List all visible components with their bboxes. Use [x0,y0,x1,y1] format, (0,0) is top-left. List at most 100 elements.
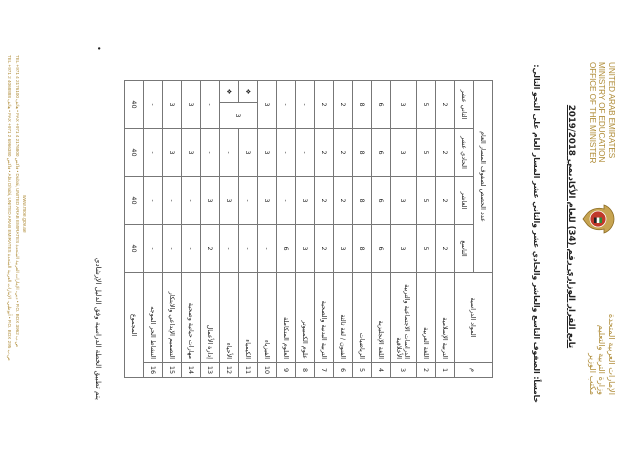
periods-cell: 6 [276,224,296,273]
periods-cell: - [162,224,182,273]
elective-mark: ❖ [219,80,239,103]
periods-cell: - [200,128,220,177]
grade-header: التاسع [454,224,474,273]
periods-cell: 2 [435,128,455,177]
row-number: 13 [200,362,220,378]
periods-cell: 2 [200,224,220,273]
periods-cell: 2 [333,176,353,225]
table-row: 15 التصميم الإبداعي والابتكار - -3 3 [162,80,182,378]
periods-cell: 2 [435,224,455,273]
periods-cell: 3 [257,176,277,225]
table-row: 6 الفنون / لغة ثالثة 3 2 2 2 [333,80,353,378]
row-number: 16 [143,362,163,378]
total-row: المجموع 40 40 40 40 [124,80,144,378]
periods-cell: 3 [257,80,277,129]
footer-line-dubai: TEL +971 4 2176100 هاتف • FAX +971 4 217… [15,55,20,348]
grade-header: الحادي عشر [454,128,474,177]
periods-cell: 3 [390,176,417,225]
website-link[interactable]: www.moe.gov.ae [21,195,27,233]
periods-cell: 3 [333,224,353,273]
row-number: 4 [371,362,391,378]
periods-cell: 2 [333,80,353,129]
subject-name: التربية الإسلامية [435,272,455,363]
periods-cell: 3 [390,128,417,177]
periods-cell: 2 [314,80,334,129]
periods-cell: 2 [333,128,353,177]
bullet-icon: • [94,46,103,51]
table-row: 7 التربية البدنية والصحية 2 2 2 2 [314,80,334,378]
note-text: يتم تطبيق الخطة الدراسية وفق الدليل الإر… [94,257,103,400]
periods-cell: 2 [314,128,334,177]
header-ar-line: وزارة التربية والتعليم [597,324,608,395]
table-row: 10 الفيزياء -3 3 3 [257,80,277,378]
periods-cell: - [219,224,239,273]
periods-cell: 5 [416,224,436,273]
subject-name: الرياضيات [352,272,372,363]
periods-cell: 3 [390,80,417,129]
table-row: 11 الكيمياء - -3 3 ❖ [219,80,258,378]
periods-cell: 3 [162,80,182,129]
periods-cell: 8 [352,80,372,129]
subject-name: علوم الكمبيوتر [295,272,315,363]
col-subject-header: المواد الدراسية [454,272,493,363]
table-row: 5 الرياضيات 8 8 8 8 [352,80,372,378]
subject-name: إدارة الأعمال [200,272,220,363]
table-row: 16 النشاط الحر الموجه - - - - [143,80,163,378]
intro-text: خامساً: الصفوف التاسع والعاشر والحادي عش… [532,64,541,403]
header-english: UNITED ARAB EMIRATES MINISTRY OF EDUCATI… [587,62,616,163]
grade-header: الثاني عشر [454,80,474,129]
periods-cell: 2 [435,80,455,129]
total-cell: 40 [124,80,144,129]
periods-cell: - [238,224,258,273]
row-number: 14 [181,362,201,378]
subject-name: اللغة العربية [416,272,436,363]
subject-name: الدراسات الاجتماعية والتربية الأخلاقية [390,272,417,363]
subject-name: مهارات حياتية وصحية [181,272,201,363]
periods-cell: - [238,176,258,225]
subject-name: الفنون / لغة ثالثة [333,272,353,363]
periods-cell: 3 [295,224,315,273]
uae-emblem-icon [582,204,615,234]
table-row: 3 الدراسات الاجتماعية والتربية الأخلاقية 3… [390,80,417,378]
group-header: عدد الحصص لصفوف المسار العام [473,80,493,273]
curriculum-table: م المواد الدراسية عدد الحصص لصفوف المسار… [124,80,493,378]
periods-cell: 3 [200,176,220,225]
periods-cell: - [276,80,296,129]
periods-cell: - [143,80,163,129]
periods-cell: - [295,80,315,129]
row-number: 15 [162,362,182,378]
row-number: 9 [276,362,296,378]
periods-cell: 6 [371,80,391,129]
total-label: المجموع [124,272,144,378]
periods-cell: - [295,128,315,177]
row-number: 6 [333,362,353,378]
periods-cell: 8 [352,224,372,273]
header-en-line: UNITED ARAB EMIRATES [607,62,616,159]
total-cell: 40 [124,176,144,225]
periods-cell: 3 [295,176,315,225]
subject-name: الفيزياء [257,272,277,363]
periods-cell: - [143,128,163,177]
subject-name: التصميم الإبداعي والابتكار [162,272,182,363]
periods-cell: 8 [352,176,372,225]
periods-cell: - [162,176,182,225]
periods-cell: - [181,176,201,225]
periods-cell: - [276,176,296,225]
header-ar-line: الإمارات العربية المتحدة [607,313,617,395]
subject-name: التربية البدنية والصحية [314,272,334,363]
header-arabic: الإمارات العربية المتحدة وزارة التربية و… [587,313,617,395]
periods-cell: - [143,176,163,225]
total-cell: 40 [124,224,144,273]
col-number-header: م [454,362,493,378]
periods-cell: 3 [181,128,201,177]
row-number: 12 [219,362,239,378]
total-cell: 40 [124,128,144,177]
periods-cell: - [200,80,220,129]
periods-cell: 3 [162,128,182,177]
periods-cell: 5 [416,128,436,177]
periods-cell: - [276,128,296,177]
table-row: 2 اللغة العربية 5 5 5 5 [416,80,436,378]
elective-mark: ❖ [238,80,258,103]
table-row: 13 إدارة الأعمال 2 3- - [200,80,220,378]
